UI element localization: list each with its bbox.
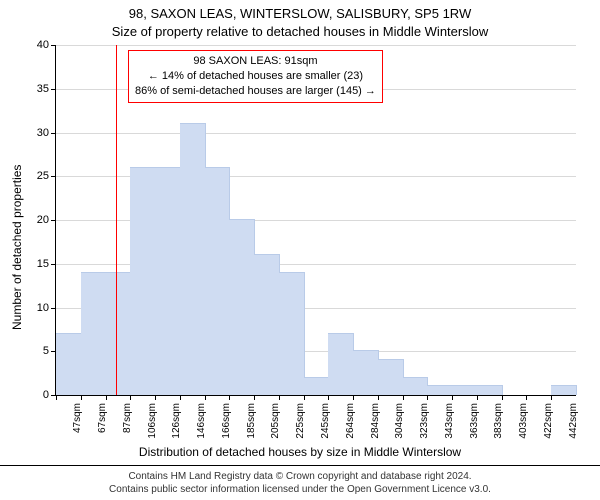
xtick-label: 442sqm bbox=[568, 403, 579, 439]
xtick-label: 422sqm bbox=[543, 403, 554, 439]
xtick-label: 146sqm bbox=[196, 403, 207, 439]
ytick-label: 25 bbox=[37, 170, 49, 182]
xtick-label: 323sqm bbox=[419, 403, 430, 439]
histogram-bar bbox=[205, 167, 231, 396]
histogram-bar bbox=[427, 385, 453, 395]
xtick-mark bbox=[205, 395, 206, 400]
histogram-bar bbox=[304, 377, 330, 396]
ytick-mark bbox=[51, 308, 56, 309]
ytick-label: 10 bbox=[37, 302, 49, 314]
xtick-label: 205sqm bbox=[270, 403, 281, 439]
gridline bbox=[56, 45, 576, 46]
xtick-mark bbox=[229, 395, 230, 400]
xtick-mark bbox=[403, 395, 404, 400]
histogram-bar bbox=[403, 377, 429, 396]
histogram-bar bbox=[81, 272, 107, 396]
histogram-bar bbox=[378, 359, 404, 395]
xtick-mark bbox=[502, 395, 503, 400]
xtick-label: 245sqm bbox=[320, 403, 331, 439]
xtick-label: 343sqm bbox=[444, 403, 455, 439]
histogram-bar bbox=[328, 333, 354, 395]
ytick-mark bbox=[51, 264, 56, 265]
histogram-bar bbox=[452, 385, 478, 395]
footer-line-2: Contains public sector information licen… bbox=[0, 483, 600, 496]
x-axis-label: Distribution of detached houses by size … bbox=[0, 445, 600, 459]
histogram-bar bbox=[279, 272, 305, 396]
footer-line-1: Contains HM Land Registry data © Crown c… bbox=[0, 470, 600, 483]
y-axis-label: Number of detached properties bbox=[10, 165, 24, 330]
histogram-bar bbox=[130, 167, 156, 396]
xtick-mark bbox=[155, 395, 156, 400]
callout-line-1: 98 SAXON LEAS: 91sqm bbox=[135, 54, 376, 69]
xtick-label: 185sqm bbox=[246, 403, 257, 439]
xtick-mark bbox=[254, 395, 255, 400]
xtick-mark bbox=[56, 395, 57, 400]
xtick-mark bbox=[452, 395, 453, 400]
ytick-label: 15 bbox=[37, 258, 49, 270]
callout-box: 98 SAXON LEAS: 91sqm ← 14% of detached h… bbox=[128, 50, 383, 103]
xtick-mark bbox=[279, 395, 280, 400]
ytick-label: 20 bbox=[37, 214, 49, 226]
ytick-label: 40 bbox=[37, 39, 49, 51]
xtick-mark bbox=[81, 395, 82, 400]
histogram-bar bbox=[353, 350, 379, 395]
title-subtitle: Size of property relative to detached ho… bbox=[0, 24, 600, 39]
xtick-label: 225sqm bbox=[295, 403, 306, 439]
histogram-bar bbox=[254, 254, 280, 395]
plot-area: 47sqm67sqm87sqm106sqm126sqm146sqm166sqm1… bbox=[55, 45, 576, 396]
xtick-mark bbox=[106, 395, 107, 400]
ytick-mark bbox=[51, 176, 56, 177]
xtick-label: 363sqm bbox=[469, 403, 480, 439]
ytick-mark bbox=[51, 89, 56, 90]
histogram-bar bbox=[551, 385, 577, 395]
chart-container: 98, SAXON LEAS, WINTERSLOW, SALISBURY, S… bbox=[0, 0, 600, 500]
ytick-mark bbox=[51, 220, 56, 221]
xtick-label: 304sqm bbox=[394, 403, 405, 439]
histogram-bar bbox=[229, 219, 255, 395]
gridline bbox=[56, 133, 576, 134]
xtick-label: 47sqm bbox=[72, 403, 83, 433]
xtick-label: 284sqm bbox=[370, 403, 381, 439]
xtick-label: 403sqm bbox=[518, 403, 529, 439]
xtick-label: 264sqm bbox=[345, 403, 356, 439]
xtick-label: 106sqm bbox=[147, 403, 158, 439]
title-address: 98, SAXON LEAS, WINTERSLOW, SALISBURY, S… bbox=[0, 6, 600, 21]
ytick-label: 0 bbox=[43, 389, 49, 401]
callout-line-3: 86% of semi-detached houses are larger (… bbox=[135, 84, 376, 99]
xtick-mark bbox=[180, 395, 181, 400]
xtick-mark bbox=[328, 395, 329, 400]
ytick-label: 30 bbox=[37, 127, 49, 139]
xtick-mark bbox=[378, 395, 379, 400]
xtick-mark bbox=[353, 395, 354, 400]
callout-line-2: ← 14% of detached houses are smaller (23… bbox=[135, 69, 376, 84]
xtick-mark bbox=[130, 395, 131, 400]
ytick-label: 5 bbox=[43, 345, 49, 357]
xtick-label: 383sqm bbox=[493, 403, 504, 439]
xtick-label: 126sqm bbox=[171, 403, 182, 439]
xtick-mark bbox=[526, 395, 527, 400]
xtick-label: 166sqm bbox=[221, 403, 232, 439]
xtick-mark bbox=[551, 395, 552, 400]
ytick-label: 35 bbox=[37, 83, 49, 95]
xtick-label: 87sqm bbox=[122, 403, 133, 433]
histogram-bar bbox=[155, 167, 181, 396]
xtick-mark bbox=[427, 395, 428, 400]
histogram-bar bbox=[56, 333, 82, 395]
xtick-mark bbox=[304, 395, 305, 400]
histogram-bar bbox=[477, 385, 503, 395]
footer: Contains HM Land Registry data © Crown c… bbox=[0, 465, 600, 496]
xtick-mark bbox=[477, 395, 478, 400]
xtick-label: 67sqm bbox=[97, 403, 108, 433]
ytick-mark bbox=[51, 133, 56, 134]
histogram-bar bbox=[180, 123, 206, 395]
histogram-bar bbox=[106, 272, 132, 396]
ytick-mark bbox=[51, 45, 56, 46]
marker-line bbox=[116, 45, 117, 395]
